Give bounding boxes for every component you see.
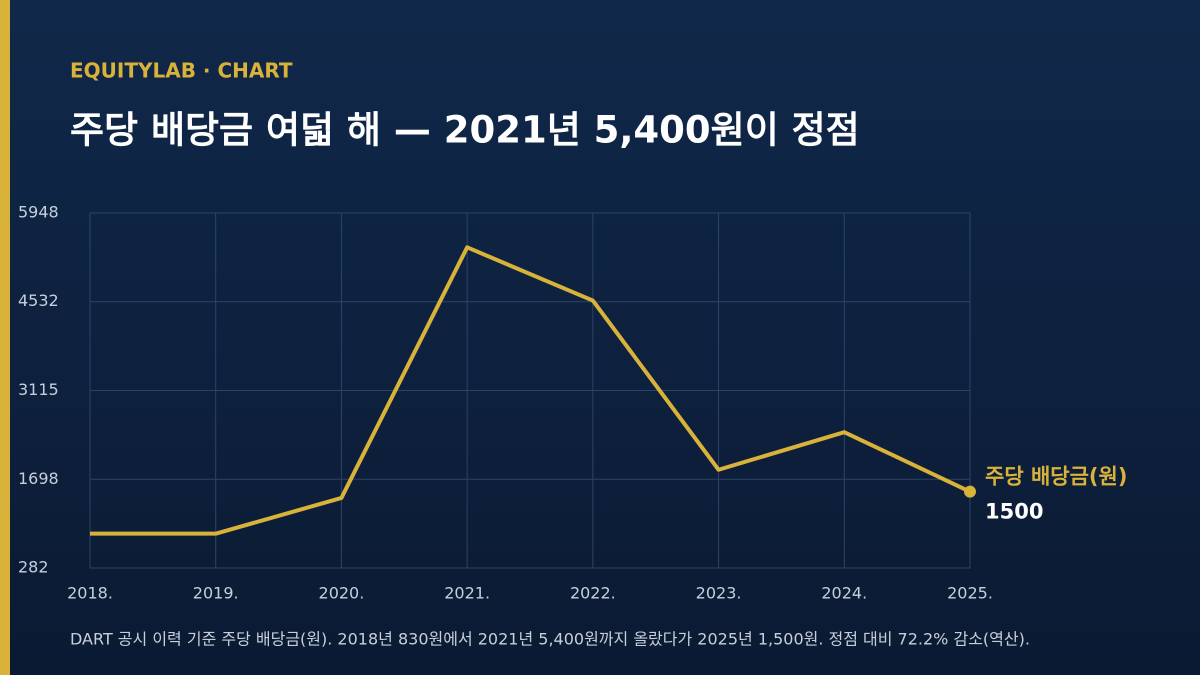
y-tick-label: 1698 <box>18 469 59 488</box>
end-value-label: 1500 <box>985 500 1043 524</box>
end-marker <box>964 485 976 498</box>
eyebrow: EQUITYLAB · CHART <box>70 59 293 83</box>
x-tick-label: 2018. <box>67 584 113 603</box>
line <box>90 245 971 536</box>
x-tick-label: 2021. <box>444 584 490 603</box>
legend-label: 주당 배당금(원) <box>985 465 1127 489</box>
x-tick-label: 2019. <box>193 584 239 603</box>
y-tick-label: 282 <box>18 558 49 577</box>
y-tick-label: 3115 <box>18 380 59 399</box>
x-tick-label: 2020. <box>319 584 365 603</box>
y-tick-label: 4532 <box>18 291 59 310</box>
accent-bar <box>0 0 10 675</box>
x-tick-label: 2022. <box>570 584 616 603</box>
chart-title: 주당 배당금 여덟 해 — 2021년 5,400원이 정점 <box>70 109 860 152</box>
x-tick-label: 2025. <box>947 584 993 603</box>
x-tick-label: 2024. <box>821 584 867 603</box>
x-tick-label: 2023. <box>696 584 742 603</box>
y-tick-label: 5948 <box>18 203 59 222</box>
caption: DART 공시 이력 기준 주당 배당금(원). 2018년 830원에서 20… <box>70 630 1030 649</box>
